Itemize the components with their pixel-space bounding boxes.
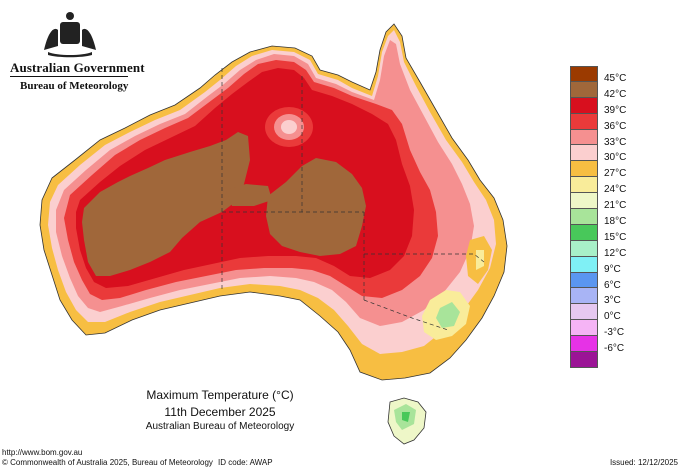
map-title: Maximum Temperature (°C) <box>146 388 294 402</box>
legend-entry: 42°C <box>570 81 650 100</box>
legend-swatch <box>570 288 598 305</box>
legend-label: 9°C <box>604 263 621 275</box>
legend-swatch <box>570 256 598 273</box>
header-divider <box>10 76 128 77</box>
legend-label: 36°C <box>604 120 627 132</box>
legend-label: 45°C <box>604 73 627 84</box>
legend-entry: -3°C <box>570 320 650 339</box>
legend-label: -6°C <box>604 343 625 355</box>
legend-label: 3°C <box>604 295 621 307</box>
legend-label: 33°C <box>604 136 627 148</box>
legend-label: -3°C <box>604 327 625 339</box>
coat-of-arms-icon <box>44 12 96 58</box>
legend-label: 6°C <box>604 279 621 291</box>
legend-entry: 15°C <box>570 224 650 243</box>
legend-swatch <box>570 81 598 98</box>
legend-swatch <box>570 161 598 178</box>
legend-label: 27°C <box>604 168 627 180</box>
legend-swatch <box>570 129 598 146</box>
legend-swatch <box>570 145 598 162</box>
legend-entry: 24°C <box>570 177 650 196</box>
footer-url[interactable]: http://www.bom.gov.au <box>2 448 83 457</box>
legend-entry: 39°C <box>570 97 650 116</box>
map-source: Australian Bureau of Meteorology <box>145 421 295 432</box>
legend-label: 24°C <box>604 184 627 196</box>
legend-entry <box>570 352 650 368</box>
legend-swatch <box>570 113 598 130</box>
government-name: Australian Government <box>10 60 145 75</box>
legend-swatch <box>570 272 598 289</box>
legend-swatch <box>570 209 598 225</box>
legend-entry: 0°C <box>570 304 650 323</box>
temperature-legend: 45°C 42°C 39°C 36°C 33°C 30°C 27°C 24°C 21°C 18°C… <box>570 66 650 368</box>
legend-swatch <box>570 304 598 321</box>
map-date: 11th December 2025 <box>164 405 276 419</box>
legend-entry: 3°C <box>570 288 650 307</box>
legend-entry: 33°C <box>570 129 650 148</box>
footer-copyright: © Commonwealth of Australia 2025, Bureau… <box>2 458 213 467</box>
legend-swatch <box>570 352 598 368</box>
legend-label: 42°C <box>604 88 627 100</box>
legend-label: 30°C <box>604 152 627 164</box>
legend-entry: 27°C <box>570 161 650 180</box>
legend-entry: 30°C <box>570 145 650 164</box>
legend-label: 39°C <box>604 104 627 116</box>
legend-label: 12°C <box>604 247 627 259</box>
legend-swatch <box>570 177 598 194</box>
legend-swatch <box>570 224 598 241</box>
footer: http://www.bom.gov.au © Commonwealth of … <box>0 447 680 467</box>
legend-entry: 18°C <box>570 209 650 228</box>
legend-entry: 21°C <box>570 193 650 212</box>
legend-entry: 45°C <box>570 66 650 84</box>
legend-swatch <box>570 240 598 257</box>
legend-swatch <box>570 66 598 82</box>
footer-issued: Issued: 12/12/2025 <box>609 458 678 467</box>
bureau-name: Bureau of Meteorology <box>20 80 129 92</box>
legend-entry: 12°C <box>570 240 650 259</box>
legend-swatch <box>570 320 598 337</box>
legend-label: 0°C <box>604 311 621 323</box>
legend-label: 18°C <box>604 216 627 228</box>
legend-entry: 9°C <box>570 256 650 275</box>
footer-id-code: ID code: AWAP <box>218 458 273 467</box>
map-title-block: Maximum Temperature (°C) 11th December 2… <box>110 388 330 432</box>
legend-entry: 6°C <box>570 272 650 291</box>
legend-swatch <box>570 193 598 210</box>
legend-swatch <box>570 97 598 114</box>
legend-label: 15°C <box>604 231 627 243</box>
legend-label: 21°C <box>604 200 627 212</box>
legend-entry: 36°C <box>570 113 650 132</box>
legend-entry: -6°C <box>570 336 650 355</box>
legend-swatch <box>570 336 598 353</box>
